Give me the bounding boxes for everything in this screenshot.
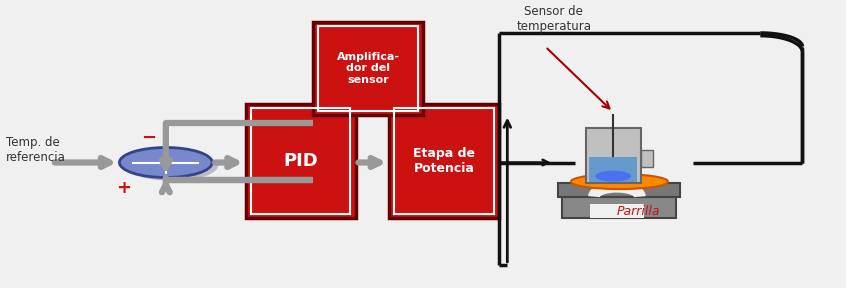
FancyBboxPatch shape xyxy=(590,204,644,218)
FancyBboxPatch shape xyxy=(389,104,499,218)
FancyBboxPatch shape xyxy=(562,197,676,218)
FancyBboxPatch shape xyxy=(246,104,355,218)
Text: Amplifica-
dor del
sensor: Amplifica- dor del sensor xyxy=(337,52,399,85)
FancyBboxPatch shape xyxy=(589,157,637,182)
FancyBboxPatch shape xyxy=(313,22,423,115)
Text: Sensor de
temperatura: Sensor de temperatura xyxy=(516,5,591,33)
Text: Temp. de
referencia: Temp. de referencia xyxy=(6,136,65,164)
Text: −: − xyxy=(141,129,157,147)
Text: Etapa de
Potencia: Etapa de Potencia xyxy=(413,147,475,175)
FancyBboxPatch shape xyxy=(585,128,640,183)
Circle shape xyxy=(125,151,218,181)
Ellipse shape xyxy=(596,171,631,182)
FancyBboxPatch shape xyxy=(640,150,653,166)
Text: Parrilla: Parrilla xyxy=(616,205,660,218)
Ellipse shape xyxy=(571,174,668,189)
Text: +: + xyxy=(116,179,131,197)
Circle shape xyxy=(119,147,212,177)
Text: PID: PID xyxy=(283,152,318,170)
FancyBboxPatch shape xyxy=(558,183,680,197)
